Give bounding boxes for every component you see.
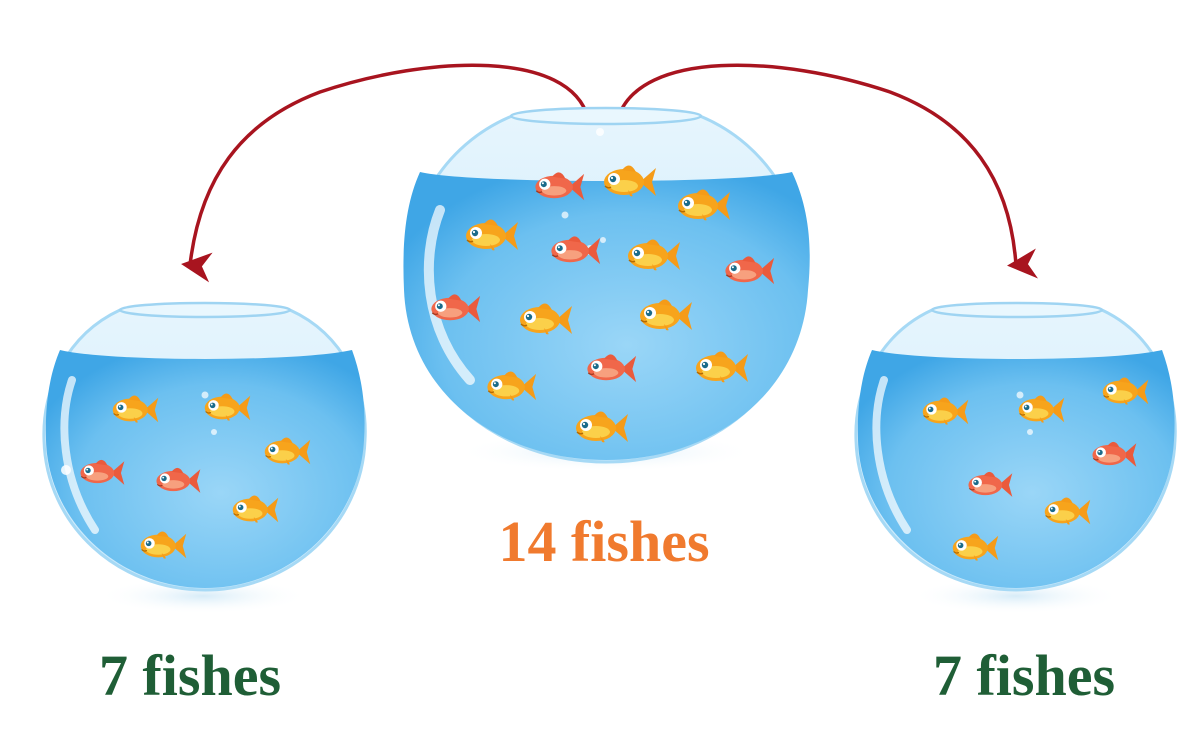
bowl-shadow [98, 578, 308, 614]
fishbowl-icon [854, 301, 1177, 592]
fishbowl-icon [403, 106, 810, 464]
right-bowl-caption: 7 fishes [932, 643, 1116, 708]
curved-arrow-icon [181, 63, 590, 283]
right-bowl [854, 301, 1177, 614]
bowl-shadow [911, 578, 1121, 614]
center-bowl-caption: 14 fishes [498, 509, 710, 574]
center-bowl [403, 106, 810, 472]
left-arrow [181, 63, 590, 283]
left-bowl-caption: 7 fishes [98, 643, 282, 708]
left-bowl [42, 301, 367, 614]
fishbowl-icon [42, 301, 367, 592]
right-arrow [616, 63, 1039, 279]
curved-arrow-icon [616, 63, 1039, 279]
